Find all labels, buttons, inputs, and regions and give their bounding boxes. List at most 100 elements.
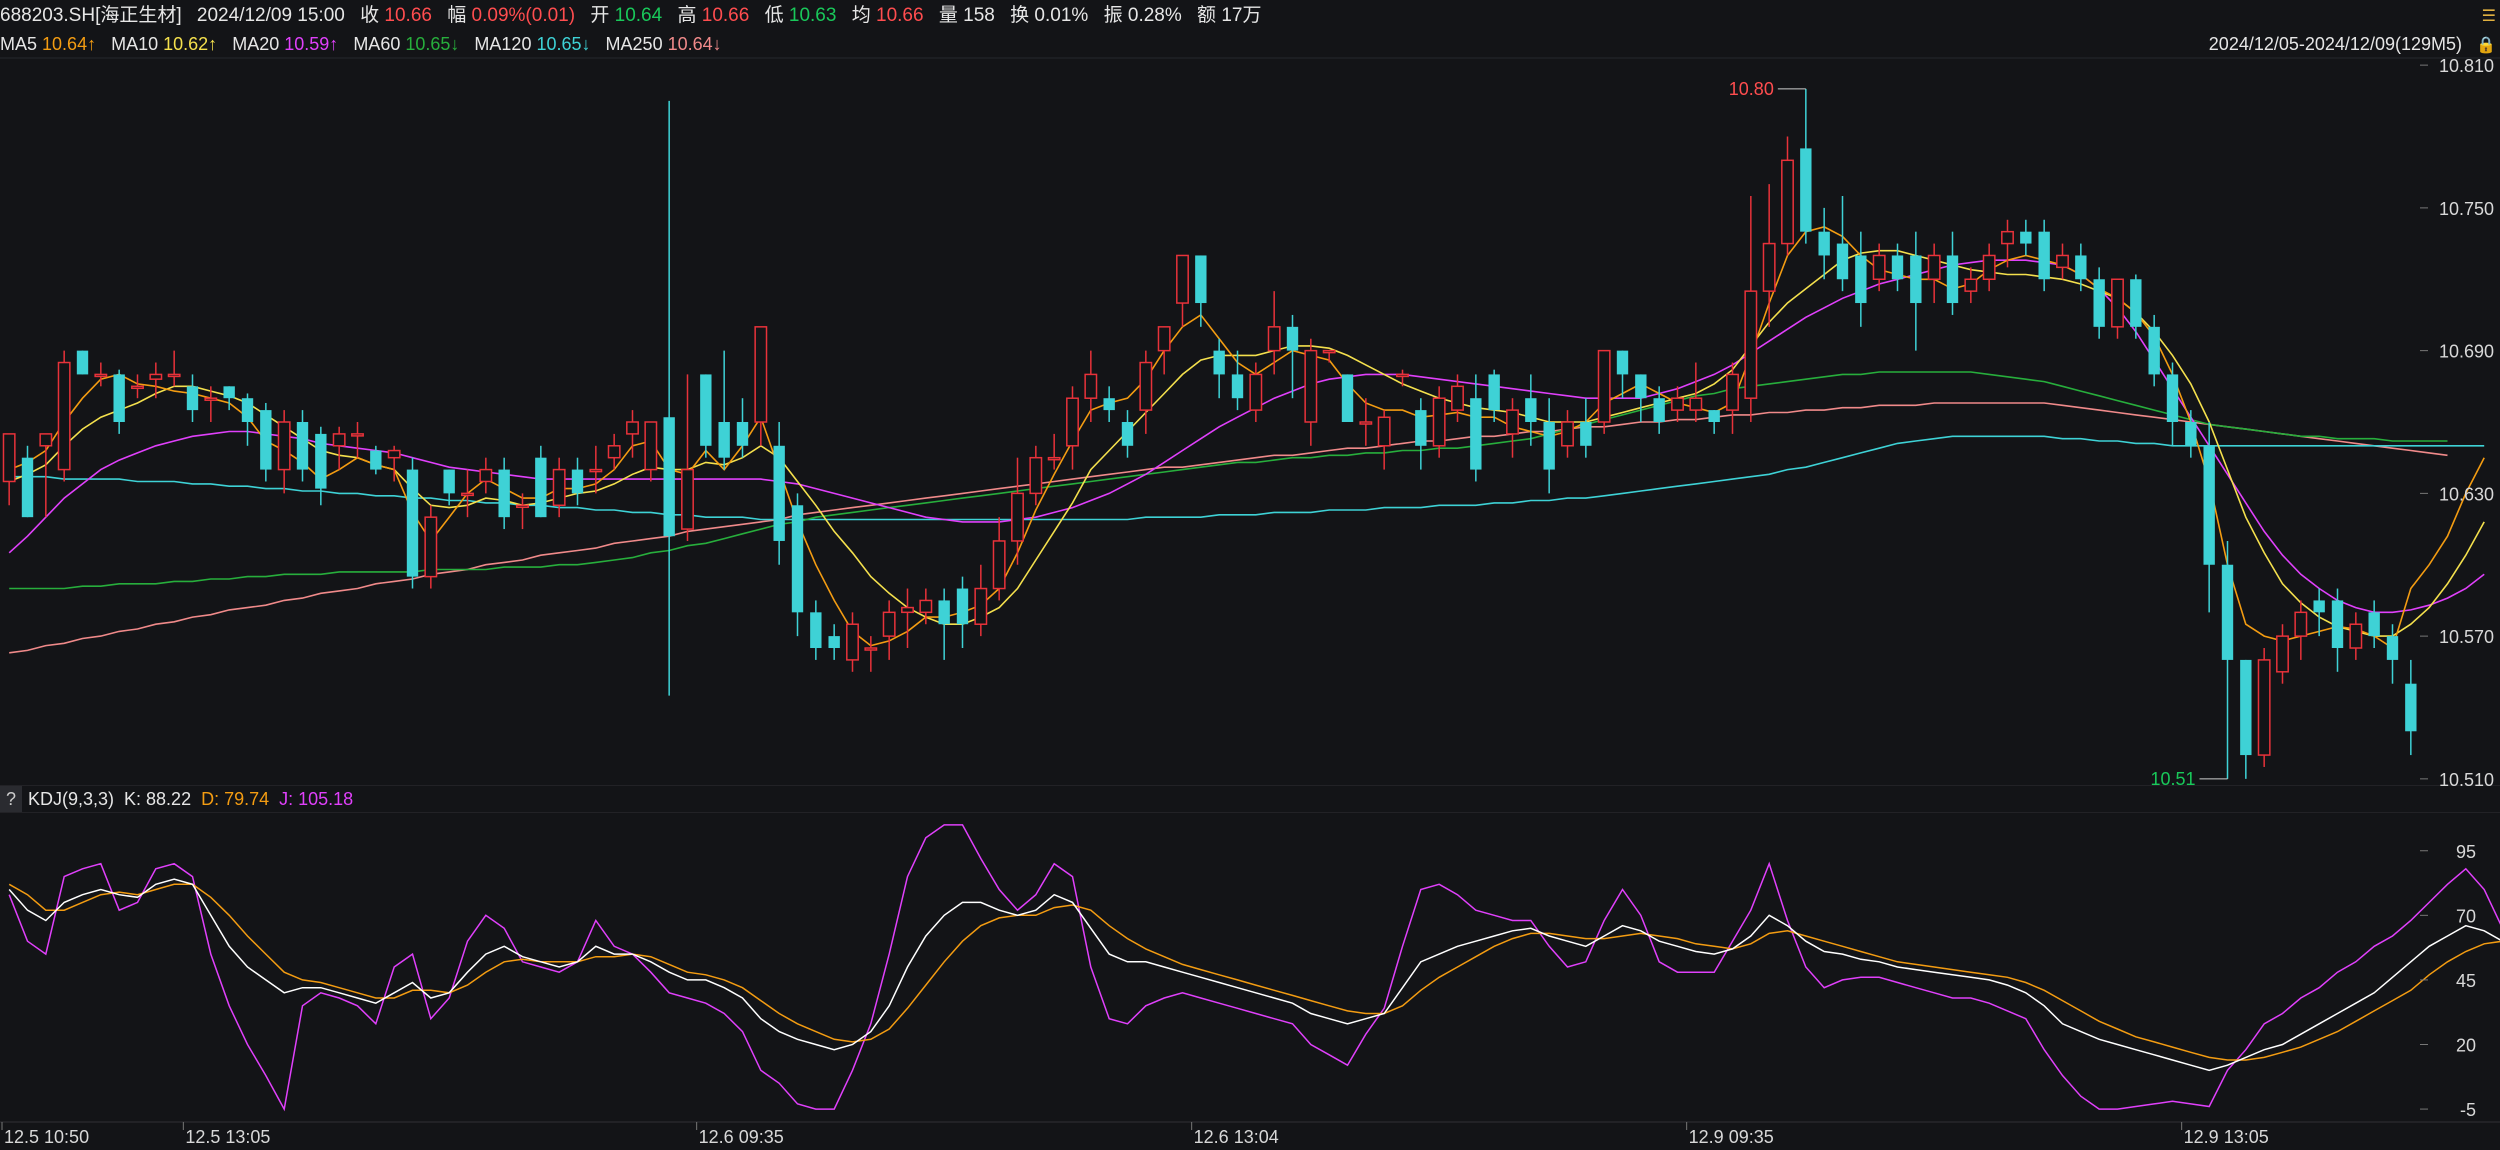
candle [1176,254,1189,327]
candle [1635,374,1647,422]
candle-body [1635,374,1647,399]
candle [810,600,822,660]
candle [2276,624,2289,684]
kdj-tick-label: 45 [2456,971,2476,991]
candle [2405,659,2417,756]
candle-body [1781,159,1794,245]
candle-body [1525,398,1537,422]
lock-icon[interactable]: 🔒 [2476,37,2496,54]
candle [2038,219,2050,292]
candle-body [241,398,254,422]
candle-body [700,374,712,446]
candle-body [810,612,822,649]
candle-body [901,606,914,614]
candle [1084,350,1098,422]
candle-body [1176,254,1189,304]
candle-body [1213,350,1225,375]
candle-body [1396,373,1409,378]
candle [1836,195,1849,292]
candle-body [39,433,53,447]
help-icon[interactable]: ? [0,786,22,812]
candle [1213,338,1225,399]
candle [1671,386,1684,422]
max-price-label: 10.80 [1729,79,1774,99]
candle-body [828,636,840,649]
candle-body [1415,410,1427,446]
candle [1157,326,1171,375]
candle [1432,386,1446,458]
candle [1689,362,1703,422]
high-value: 10.66 [701,5,750,26]
candle [1525,374,1537,446]
candle [1396,369,1409,387]
time-tick-label: 12.5 10:50 [4,1127,89,1147]
candle-body [1359,421,1373,425]
candle [1800,88,1812,244]
candle-body [2056,254,2069,269]
ma60-label: MA60 [353,34,401,54]
candle-body [204,397,218,401]
candle [113,369,125,434]
menu-icon[interactable]: ☰ [2481,8,2496,25]
min-price-label: 10.51 [2150,769,2195,789]
low-value: 10.63 [788,5,837,26]
candle [2368,600,2380,649]
candle-body [2331,600,2344,649]
candle [443,469,455,506]
candle-body [2038,231,2050,280]
candle [241,393,254,446]
candle-body [1304,349,1318,423]
candle [1543,398,1555,494]
candle-body [552,468,566,507]
kdj-j-value: J: 105.18 [279,789,354,809]
candle-body [1982,254,1996,281]
candle-body [2257,659,2271,756]
candle [2166,362,2179,446]
candle-body [535,457,547,518]
candle [882,600,896,660]
candle-body [2221,564,2234,660]
candle [1249,362,1263,422]
candle [21,445,34,518]
candle [424,505,438,589]
candle-body [498,469,510,518]
close-value: 10.66 [384,5,432,26]
candle [2148,314,2160,387]
price-tick-label: 10.750 [2439,199,2494,219]
candle [2075,243,2087,292]
candle [956,576,969,649]
ma5-value: 10.64↑ [42,34,97,54]
price-tick-label: 10.510 [2439,770,2494,790]
candle [1488,369,1500,422]
time-tick-label: 12.9 13:05 [2184,1127,2269,1147]
candle-body [1653,398,1665,422]
candle [736,398,749,458]
candle [1561,410,1574,458]
kdj-name[interactable]: KDJ(9,3,3) [28,789,115,809]
date-range-label: 2024/12/05-2024/12/09(129M5) [2208,34,2462,54]
candle-body [1872,254,1886,281]
ma60-value: 10.65↓ [405,34,460,54]
candle-body [2075,255,2087,280]
candle-body [1597,349,1611,423]
candle [1744,195,1758,422]
price-tick-label: 10.630 [2439,484,2494,504]
candle [131,374,144,399]
candle [2056,243,2069,280]
candle-body [1927,254,1941,281]
candle [644,421,658,482]
candle [277,410,291,494]
candle-body [571,469,584,494]
candle-body [2093,279,2105,327]
candle [2093,267,2105,339]
candle-body [1488,374,1500,411]
candle [1964,267,1978,304]
symbol-label[interactable]: 688203.SH[海正生材] [0,5,182,26]
ma120-line [9,435,2485,521]
candle [406,457,419,589]
time-tick-label: 12.6 09:35 [699,1127,784,1147]
kdj-tick-label: 20 [2456,1036,2476,1056]
candle [2185,410,2197,458]
candle [149,362,163,399]
